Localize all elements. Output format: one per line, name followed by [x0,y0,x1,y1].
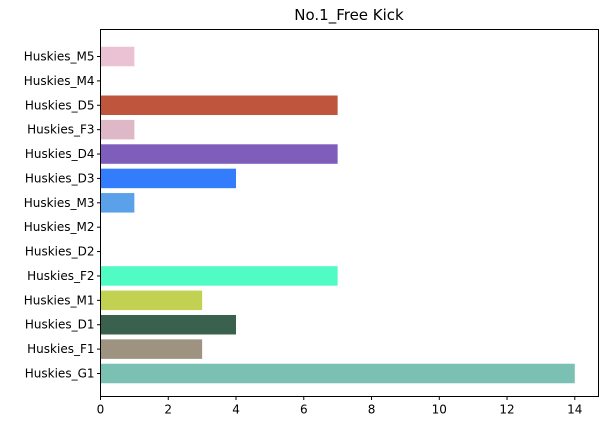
bars-layer [100,46,575,384]
x-tick-label: 14 [567,403,582,417]
y-axis: Huskies_G1 Huskies_F1 Huskies_D1 Huskies_M1… [24,50,101,381]
y-tick-label: Huskies_D3 [25,171,95,185]
y-tick-label: Huskies_F2 [27,269,94,283]
x-tick-label: 6 [300,403,308,417]
y-tick-label: Huskies_M2 [24,220,95,234]
bar-huskies-d5 [100,95,338,116]
x-tick-label: 12 [499,403,514,417]
bar-huskies-f2 [100,266,338,286]
x-axis: 0 2 4 6 8 10 12 14 [97,396,582,417]
y-tick-label: Huskies_F3 [27,123,94,137]
bar-huskies-m3 [100,193,135,213]
x-tick-label: 8 [368,403,376,417]
y-tick-label: Huskies_D1 [25,318,95,332]
bar-huskies-d1 [100,314,237,335]
bar-huskies-d3 [100,168,237,189]
bar-huskies-m5 [100,46,135,67]
bar-huskies-f1 [100,339,203,359]
chart-title: No.1_Free Kick [294,6,404,24]
y-tick-label: Huskies_D4 [25,147,95,161]
y-tick-label: Huskies_M4 [24,74,95,88]
bar-huskies-g1 [100,363,575,384]
y-tick-label: Huskies_G1 [25,367,95,381]
x-tick-label: 10 [432,403,447,417]
bar-huskies-f3 [100,119,135,140]
y-tick-label: Huskies_D2 [25,245,95,259]
y-tick-label: Huskies_M3 [24,196,95,210]
x-tick-label: 4 [232,403,240,417]
x-tick-label: 0 [97,403,105,417]
plot-frame [100,29,599,397]
y-tick-label: Huskies_D5 [25,98,95,112]
y-tick-label: Huskies_F1 [27,342,94,356]
bar-huskies-m1 [100,290,203,311]
y-tick-label: Huskies_M1 [24,293,95,307]
y-tick-label: Huskies_M5 [24,50,95,64]
bar-huskies-d4 [100,144,338,164]
x-tick-label: 2 [164,403,172,417]
